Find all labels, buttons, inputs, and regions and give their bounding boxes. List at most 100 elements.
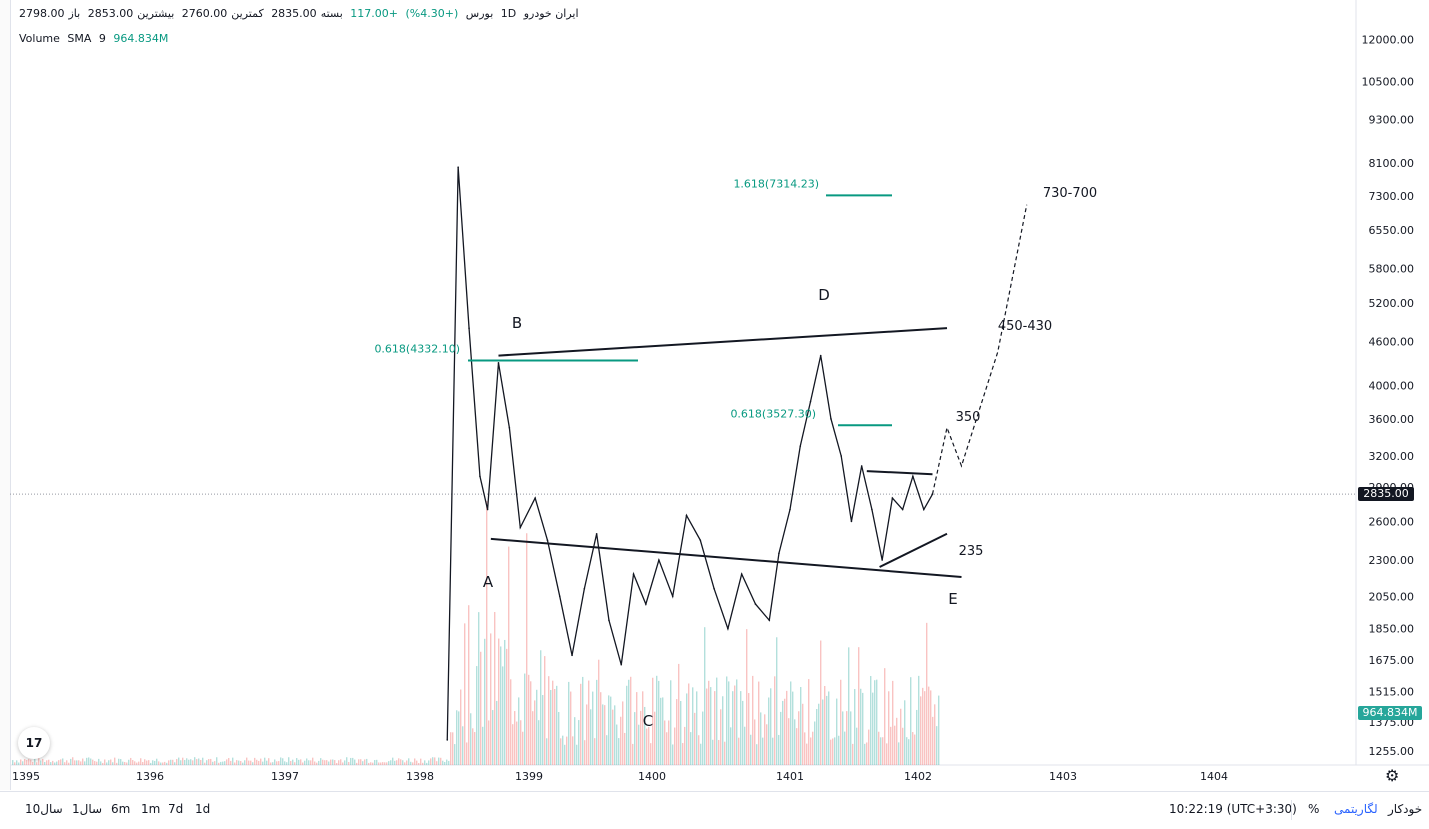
range-10y-button[interactable]: 10سال bbox=[25, 802, 63, 816]
volume-badge: 964.834M bbox=[1358, 706, 1422, 720]
volume-bar bbox=[926, 622, 928, 765]
volume-bar bbox=[260, 758, 262, 765]
price-series-line bbox=[446, 167, 934, 740]
volume-bar bbox=[122, 761, 124, 765]
volume-bar bbox=[790, 681, 792, 765]
volume-bar bbox=[58, 760, 60, 765]
clock-display[interactable]: 10:22:19 (UTC+3:30) bbox=[1169, 802, 1297, 816]
log-scale-toggle[interactable]: لگاریتمی bbox=[1334, 802, 1378, 816]
volume-bar bbox=[414, 758, 416, 765]
y-tick-label-11: 3600.00 bbox=[1369, 413, 1415, 426]
volume-bar bbox=[256, 759, 258, 765]
wave-label-B: B bbox=[512, 314, 522, 332]
volume-bar bbox=[478, 612, 480, 765]
volume-bar bbox=[398, 758, 400, 765]
volume-bar bbox=[778, 734, 780, 765]
volume-bar bbox=[802, 703, 804, 765]
last-price-badge: 2835.00 bbox=[1358, 487, 1414, 501]
volume-bar bbox=[766, 724, 768, 765]
chart-canvas[interactable]: 12000.00 10500.00 9300.00 8100.00 7300.00 655… bbox=[0, 0, 1429, 790]
volume-bar bbox=[646, 728, 648, 765]
volume-bar bbox=[394, 760, 396, 765]
volume-bar bbox=[52, 760, 54, 765]
volume-bar bbox=[796, 728, 798, 765]
volume-bar bbox=[724, 741, 726, 765]
volume-bar bbox=[84, 761, 86, 765]
volume-bar bbox=[236, 760, 238, 765]
volume-bar bbox=[60, 759, 62, 765]
volume-bar bbox=[138, 761, 140, 765]
settings-gear-icon[interactable]: ⚙ bbox=[1385, 766, 1400, 785]
price-point-28 bbox=[789, 508, 791, 511]
volume-bar bbox=[182, 757, 184, 765]
volume-bar bbox=[42, 758, 44, 765]
volume-bar bbox=[62, 758, 64, 765]
volume-bar bbox=[750, 734, 752, 765]
price-point-10 bbox=[558, 595, 561, 598]
volume-bar bbox=[418, 762, 420, 765]
volume-bar bbox=[338, 760, 340, 765]
legend-open: 2798.00 bbox=[19, 7, 65, 20]
legend-symbol[interactable]: ایران خودرو bbox=[523, 7, 579, 20]
volume-bar bbox=[262, 761, 264, 765]
volume-bar bbox=[190, 759, 192, 765]
volume-bar bbox=[804, 732, 806, 765]
price-point-31 bbox=[819, 354, 822, 357]
legend-high: 2853.00 bbox=[87, 7, 134, 20]
volume-bar bbox=[272, 762, 274, 765]
volume-bar bbox=[534, 700, 536, 765]
volume-bar bbox=[80, 761, 82, 765]
legend-open-label: باز bbox=[68, 7, 81, 20]
volume-bar bbox=[364, 759, 366, 765]
volume-bar bbox=[304, 760, 306, 765]
volume-bar bbox=[300, 759, 302, 765]
y-tick-label-5: 7300.00 bbox=[1369, 190, 1415, 203]
range-1y-button[interactable]: 1سال bbox=[72, 802, 103, 816]
volume-bar bbox=[110, 759, 112, 765]
volume-bar bbox=[722, 696, 724, 765]
volume-bar bbox=[88, 757, 90, 765]
volume-bar bbox=[312, 757, 314, 765]
x-tick-label-1403: 1403 bbox=[1049, 770, 1077, 783]
volume-bar bbox=[920, 696, 922, 765]
volume-bar bbox=[852, 743, 854, 765]
tradingview-logo-icon[interactable]: 17 bbox=[18, 727, 50, 759]
volume-legend[interactable]: Volume SMA 9 964.834M bbox=[19, 32, 172, 45]
volume-bar bbox=[936, 726, 938, 765]
volume-bar bbox=[20, 759, 22, 765]
volume-bar bbox=[280, 757, 282, 765]
volume-bar bbox=[918, 675, 920, 765]
trendline-1 bbox=[490, 537, 962, 578]
percent-toggle[interactable]: % bbox=[1308, 802, 1320, 816]
volume-bar bbox=[366, 758, 368, 765]
volume-bar bbox=[938, 695, 940, 765]
volume-bar bbox=[14, 762, 16, 765]
legend-close: 2835.00 bbox=[271, 7, 317, 20]
range-6m-button[interactable]: 6m bbox=[111, 802, 131, 816]
volume-bar bbox=[768, 697, 770, 765]
price-point-27 bbox=[778, 552, 780, 555]
volume-bar bbox=[82, 758, 84, 765]
auto-scale-toggle[interactable]: خودکار bbox=[1388, 802, 1423, 816]
volume-bar bbox=[694, 712, 696, 765]
volume-bar bbox=[180, 760, 182, 765]
volume-bar bbox=[174, 762, 176, 765]
volume-bar bbox=[136, 762, 138, 765]
volume-bar bbox=[172, 759, 174, 765]
volume-bar bbox=[822, 699, 824, 765]
price-point-30 bbox=[809, 400, 812, 403]
volume-bar bbox=[306, 758, 308, 765]
volume-bar bbox=[456, 710, 458, 765]
volume-bar bbox=[590, 709, 592, 765]
volume-bar bbox=[576, 744, 578, 765]
range-7d-button[interactable]: 7d bbox=[168, 802, 184, 816]
volume-bar bbox=[870, 676, 872, 765]
volume-bar bbox=[332, 759, 334, 765]
volume-bar bbox=[638, 724, 640, 765]
volume-bar bbox=[510, 679, 512, 765]
volume-bar bbox=[102, 762, 104, 765]
range-1d-button[interactable]: 1d bbox=[195, 802, 211, 816]
legend-low: 2760.00 bbox=[181, 7, 228, 20]
range-1m-button[interactable]: 1m bbox=[141, 802, 161, 816]
volume-bar bbox=[636, 692, 638, 765]
